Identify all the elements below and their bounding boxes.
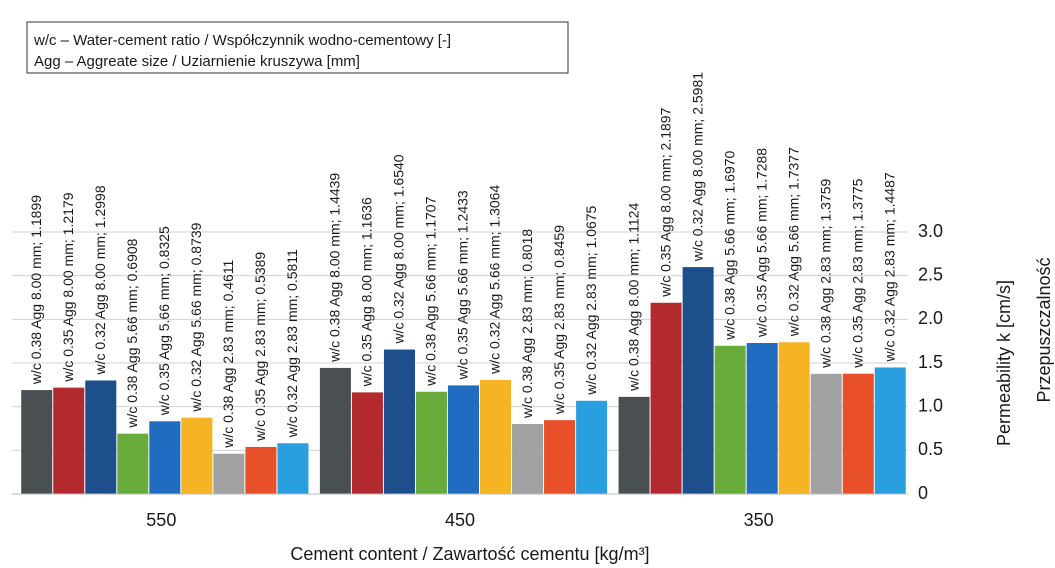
- data-label: w/c 0.32 Agg 8.00 mm; 1.6540: [391, 154, 407, 344]
- bar: [778, 342, 810, 494]
- bar: [85, 380, 117, 494]
- data-label: w/c 0.35 Agg 8.00 mm; 2.1897: [657, 107, 673, 297]
- y-tick-label: 1.5: [918, 352, 943, 372]
- bar: [874, 367, 906, 494]
- annotation: Agg – Aggreate size / Uziarnienie kruszy…: [34, 53, 360, 70]
- data-label: w/c 0.32 Agg 5.66 mm; 1.7377: [785, 147, 801, 337]
- y-tick-label: 1.0: [918, 395, 943, 415]
- bar: [480, 379, 512, 494]
- bar: [714, 345, 746, 494]
- bar: [415, 391, 447, 494]
- data-label: w/c 0.32 Agg 8.00 mm; 2.5981: [689, 72, 705, 262]
- bar: [53, 387, 85, 494]
- y-tick-label: 3.0: [918, 221, 943, 241]
- x-tick-label: 550: [146, 510, 176, 530]
- bar: [746, 343, 778, 494]
- bar: [618, 396, 650, 494]
- bar: [383, 349, 415, 494]
- annotation: w/c – Water-cement ratio / Współczynnik …: [33, 32, 451, 49]
- bar: [512, 423, 544, 494]
- data-label: w/c 0.32 Agg 2.83 mm; 1.0675: [583, 205, 599, 395]
- data-label: w/c 0.38 Agg 5.66 mm; 0.6908: [124, 238, 140, 428]
- bar: [842, 373, 874, 494]
- data-label: w/c 0.32 Agg 5.66 mm; 0.8739: [188, 222, 204, 412]
- data-label: w/c 0.38 Agg 2.83 mm; 1.3759: [817, 179, 833, 369]
- data-label: w/c 0.38 Agg 2.83 mm; 0.8018: [519, 229, 535, 419]
- y-tick-label: 2.0: [918, 308, 943, 328]
- data-label: w/c 0.32 Agg 2.83 mm; 1.4487: [881, 172, 897, 362]
- bar: [682, 267, 714, 494]
- bar: [447, 385, 480, 494]
- data-label: w/c 0.35 Agg 8.00 mm; 1.2179: [60, 192, 76, 382]
- data-label: w/c 0.35 Agg 5.66 mm; 1.7288: [753, 148, 769, 338]
- data-label: w/c 0.35 Agg 8.00 mm; 1.1636: [359, 197, 375, 387]
- data-label: w/c 0.38 Agg 5.66 mm; 1.6970: [721, 150, 737, 340]
- bar: [576, 400, 608, 494]
- data-label: w/c 0.35 Agg 2.83 mm; 1.3775: [849, 178, 865, 368]
- data-label: w/c 0.32 Agg 8.00 mm; 1.2998: [92, 185, 108, 375]
- data-label: w/c 0.38 Agg 5.66 mm; 1.1707: [423, 196, 439, 386]
- data-label: w/c 0.35 Agg 2.83 mm; 0.8459: [551, 225, 567, 415]
- data-label: w/c 0.35 Agg 2.83 mm; 0.5389: [252, 252, 268, 442]
- bar: [544, 420, 576, 494]
- y-tick-label: 2.5: [918, 264, 943, 284]
- y-tick-label: 0: [918, 483, 928, 503]
- y-tick-label: 0.5: [918, 439, 943, 459]
- data-label: w/c 0.38 Agg 8.00 mm; 1.1124: [625, 203, 641, 392]
- x-axis-label: Cement content / Zawartość cementu [kg/m…: [290, 544, 649, 564]
- bar: [319, 367, 351, 494]
- y-axis-label: Permeability k [cm/s]: [994, 280, 1014, 446]
- annotation-box: [26, 21, 569, 74]
- bar: [149, 421, 181, 494]
- bar: [650, 302, 682, 494]
- bar: [810, 373, 842, 494]
- data-label: w/c 0.35 Agg 5.66 mm; 0.8325: [156, 226, 172, 416]
- data-label: w/c 0.35 Agg 5.66 mm; 1.2433: [455, 190, 471, 380]
- y-axis-label: Przepuszczalność: [1034, 257, 1054, 402]
- bar: [21, 390, 53, 494]
- x-tick-label: 450: [445, 510, 475, 530]
- x-tick-label: 350: [744, 510, 774, 530]
- data-label: w/c 0.38 Agg 8.00 mm; 1.4439: [327, 173, 343, 363]
- data-label: w/c 0.38 Agg 2.83 mm; 0.4611: [220, 259, 236, 448]
- data-label: w/c 0.32 Agg 2.83 mm; 0.5811: [284, 249, 300, 438]
- bar: [351, 392, 383, 494]
- bar: [277, 443, 309, 494]
- bar: [245, 446, 277, 494]
- data-label: w/c 0.38 Agg 8.00 mm; 1.1899: [28, 195, 44, 385]
- bar: [181, 417, 213, 494]
- data-label: w/c 0.32 Agg 5.66 mm; 1.3064: [487, 185, 503, 375]
- bar: [117, 433, 149, 494]
- bar: [213, 453, 245, 494]
